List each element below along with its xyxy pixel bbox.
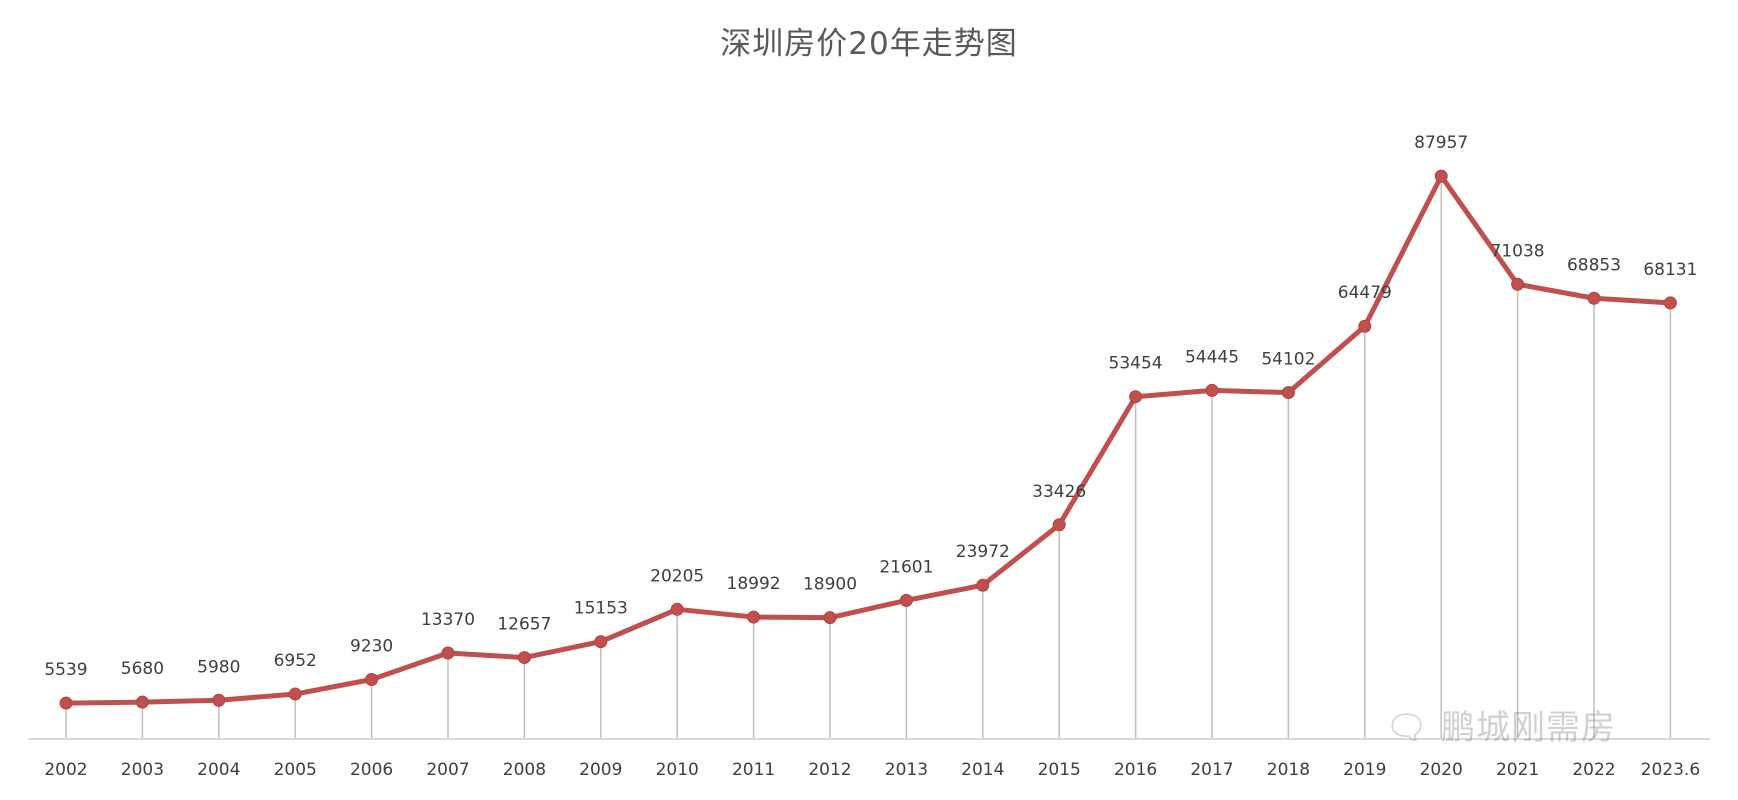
x-tick-label: 2009 (579, 760, 622, 780)
data-label: 54102 (1261, 350, 1315, 370)
x-tick-label: 2008 (503, 760, 546, 780)
x-tick-label: 2020 (1420, 760, 1463, 780)
x-tick-label: 2007 (426, 760, 469, 780)
x-tick-label: 2016 (1114, 760, 1157, 780)
data-label: 12657 (497, 615, 551, 635)
x-tick-label: 2023.6 (1641, 760, 1700, 780)
data-markers (59, 169, 1677, 710)
wechat-icon: 🗨 (1385, 708, 1430, 748)
data-point (441, 646, 455, 660)
x-tick-label: 2004 (197, 760, 240, 780)
chart-title: 深圳房价20年走势图 (720, 26, 1018, 62)
price-line (65, 173, 1671, 706)
data-point (212, 693, 226, 707)
x-axis-labels: 2002 2003 2004 2005 2006 2007 2008 2009 2010 2011… (44, 760, 1700, 780)
data-point (747, 610, 761, 624)
data-label: 71038 (1491, 241, 1545, 261)
data-label: 87957 (1414, 133, 1468, 153)
data-label: 9230 (350, 636, 393, 656)
data-label: 23972 (956, 542, 1010, 562)
x-tick-label: 2011 (732, 760, 775, 780)
data-point (899, 593, 913, 607)
data-point (823, 611, 837, 625)
data-label: 5539 (44, 660, 87, 680)
x-tick-label: 2012 (808, 760, 851, 780)
data-label: 5680 (121, 659, 164, 679)
data-label: 20205 (650, 566, 704, 586)
x-tick-label: 2017 (1190, 760, 1233, 780)
data-point (1281, 386, 1295, 400)
data-point (670, 602, 684, 616)
data-label: 53454 (1109, 354, 1163, 374)
x-tick-label: 2019 (1343, 760, 1386, 780)
data-point (976, 578, 990, 592)
data-label: 18992 (727, 574, 781, 594)
x-tick-label: 2005 (274, 760, 317, 780)
watermark-text: 鹏城刚需房 (1440, 708, 1616, 748)
data-point (1129, 390, 1143, 404)
data-label: 5980 (197, 657, 240, 677)
x-tick-label: 2014 (961, 760, 1004, 780)
data-point (1205, 383, 1219, 397)
x-tick-label: 2015 (1038, 760, 1081, 780)
watermark: 🗨 鹏城刚需房 (1385, 700, 1616, 749)
data-point (135, 695, 149, 709)
x-tick-label: 2003 (121, 760, 164, 780)
data-point (1587, 291, 1601, 305)
data-label: 68853 (1567, 255, 1621, 275)
data-label: 6952 (274, 651, 317, 671)
data-point (1358, 319, 1372, 333)
data-label: 21601 (879, 557, 933, 577)
data-point (517, 651, 531, 665)
x-tick-label: 2002 (44, 760, 87, 780)
x-tick-label: 2018 (1267, 760, 1310, 780)
x-tick-label: 2010 (656, 760, 699, 780)
data-label: 13370 (421, 610, 475, 630)
data-point (594, 635, 608, 649)
data-label: 68131 (1643, 260, 1697, 280)
data-point (1511, 277, 1525, 291)
x-tick-label: 2022 (1572, 760, 1615, 780)
data-point (1434, 169, 1448, 183)
x-tick-label: 2021 (1496, 760, 1539, 780)
x-tick-label: 2006 (350, 760, 393, 780)
data-point (1052, 518, 1066, 532)
data-point (365, 672, 379, 686)
x-tick-label: 2013 (885, 760, 928, 780)
data-label: 15153 (574, 599, 628, 619)
drop-lines (65, 176, 1672, 739)
data-point (1663, 296, 1677, 310)
data-point (288, 687, 302, 701)
data-label: 18900 (803, 575, 857, 595)
data-labels: 5539 5680 5980 6952 9230 13370 12657 15153 20205… (44, 133, 1697, 680)
data-label: 54445 (1185, 347, 1239, 367)
data-label: 33426 (1032, 482, 1086, 502)
data-point (59, 696, 73, 710)
data-label: 64479 (1338, 283, 1392, 303)
